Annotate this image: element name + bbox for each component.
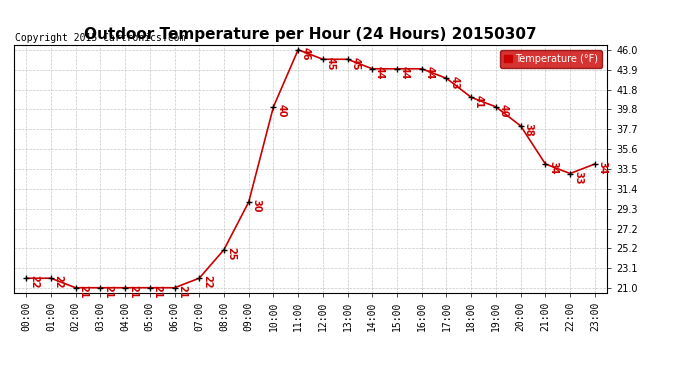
Text: 34: 34 — [598, 161, 608, 175]
Text: 45: 45 — [351, 57, 360, 70]
Text: 44: 44 — [424, 66, 435, 80]
Text: 40: 40 — [499, 104, 509, 118]
Text: 33: 33 — [573, 171, 583, 184]
Text: 22: 22 — [54, 276, 63, 289]
Text: 38: 38 — [524, 123, 533, 137]
Text: 21: 21 — [103, 285, 113, 298]
Text: 21: 21 — [79, 285, 88, 298]
Text: 22: 22 — [202, 276, 212, 289]
Legend: Temperature (°F): Temperature (°F) — [500, 50, 602, 68]
Text: 21: 21 — [152, 285, 163, 298]
Text: 34: 34 — [548, 161, 558, 175]
Text: 21: 21 — [177, 285, 187, 298]
Text: 44: 44 — [375, 66, 385, 80]
Text: 30: 30 — [251, 199, 262, 213]
Text: 40: 40 — [276, 104, 286, 118]
Text: 41: 41 — [474, 94, 484, 108]
Text: Copyright 2015 Cartronics.com: Copyright 2015 Cartronics.com — [15, 33, 186, 42]
Text: 43: 43 — [449, 75, 460, 89]
Text: 22: 22 — [29, 276, 39, 289]
Text: 21: 21 — [128, 285, 138, 298]
Text: 45: 45 — [326, 57, 335, 70]
Text: 25: 25 — [227, 247, 237, 260]
Title: Outdoor Temperature per Hour (24 Hours) 20150307: Outdoor Temperature per Hour (24 Hours) … — [84, 27, 537, 42]
Text: 46: 46 — [301, 47, 311, 60]
Text: 44: 44 — [400, 66, 410, 80]
